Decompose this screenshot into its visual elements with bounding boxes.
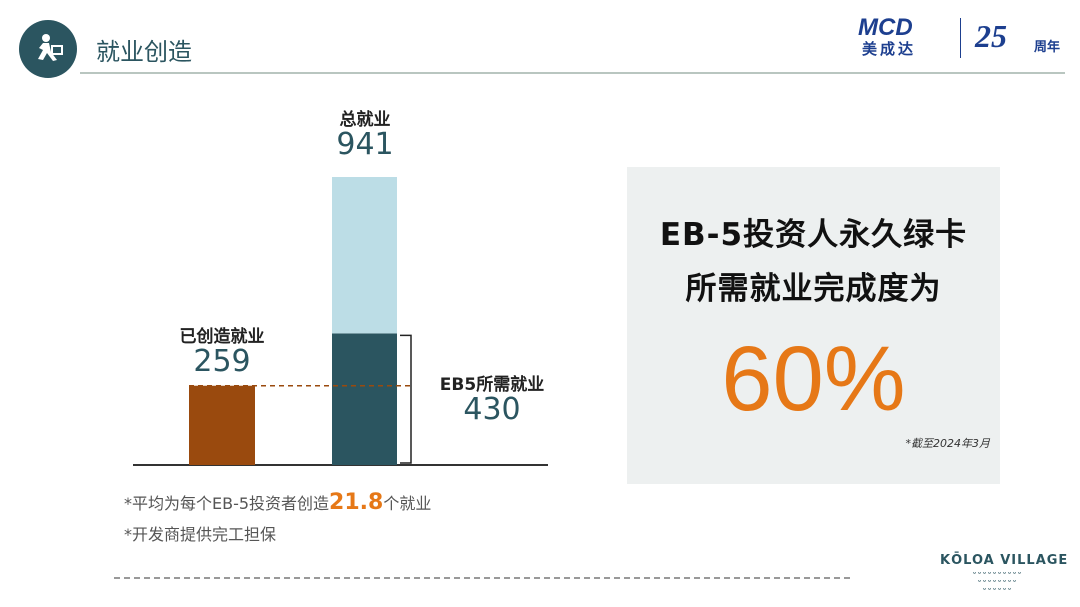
anniversary-number: 25 [975, 18, 1007, 54]
header-divider [80, 72, 1065, 74]
bar-total-required-segment [332, 333, 397, 465]
jobs-bar-chart [133, 177, 548, 466]
bar-value-created: 259 [193, 343, 251, 379]
completion-panel: EB-5投资人永久绿卡 所需就业完成度为 60% *截至2024年3月 [627, 167, 1000, 484]
panel-line1: EB-5投资人永久绿卡 [659, 217, 968, 253]
bar-label-total: 总就业 [339, 110, 391, 130]
brand-chinese-name: 美成达 [862, 40, 917, 58]
waves-icon: ˘˘˘˘˘˘˘˘˘˘ ˘˘˘˘˘˘˘˘ ˘˘˘˘˘˘ [972, 572, 1022, 599]
bar-label-created: 已创造就业 [179, 326, 265, 347]
brand-separator [960, 18, 961, 58]
as-of-note: *截至2024年3月 [905, 437, 991, 450]
completion-percent: 60% [721, 328, 906, 430]
page-title: 就业创造 [96, 38, 192, 66]
note-average-number: 21.8 [329, 490, 384, 515]
koloa-village-logo: KŌLOA VILLAGE [940, 553, 1069, 568]
note-average-suffix: 个就业 [383, 494, 432, 513]
anniversary-unit: 周年 [1034, 40, 1061, 55]
annotation-eb5-required: EB5所需就业 [439, 375, 545, 395]
footer-divider [114, 577, 850, 579]
bar-total-remaining-segment [332, 177, 397, 334]
bar-created-jobs [189, 385, 255, 465]
note-guarantee: *开发商提供完工担保 [124, 525, 277, 544]
annotation-value-required: 430 [463, 392, 521, 427]
brand-logo-text: MCD [858, 14, 913, 41]
bar-value-total: 941 [336, 127, 394, 162]
panel-line2: 所需就业完成度为 [685, 271, 942, 307]
running-businessman-icon [19, 20, 77, 78]
note-average-prefix: *平均为每个EB-5投资者创造 [124, 494, 330, 513]
bracket [400, 334, 412, 464]
note-average-jobs: *平均为每个EB-5投资者创造21.8个就业 [124, 490, 431, 515]
